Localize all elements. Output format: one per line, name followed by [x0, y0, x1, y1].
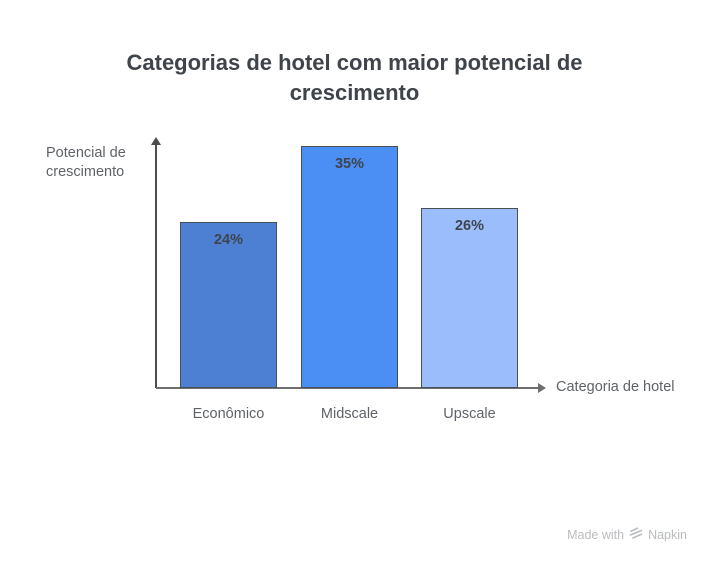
y-axis-label: Potencial de crescimento: [46, 145, 126, 180]
bar-economico: 24%: [180, 222, 277, 388]
x-axis-arrow-icon: [538, 383, 546, 393]
watermark: Made with Napkin: [567, 527, 687, 542]
bar-value-label: 24%: [213, 232, 244, 248]
watermark-brand: Napkin: [648, 527, 687, 542]
x-axis-line: [156, 387, 538, 389]
category-label: Upscale: [443, 406, 496, 422]
bar-value-label: 35%: [334, 156, 365, 172]
chart-title: Categorias de hotel com maior potencial …: [126, 50, 583, 105]
watermark-prefix: Made with: [567, 527, 625, 542]
x-axis-label: Categoria de hotel: [556, 379, 675, 395]
y-axis-arrow-icon: [151, 137, 161, 145]
category-label: Midscale: [320, 406, 379, 422]
napkin-logo-icon: [629, 527, 643, 542]
bar-upscale: 26%: [421, 208, 518, 388]
y-axis-line: [155, 145, 157, 388]
bar-midscale: 35%: [301, 146, 398, 388]
bar-value-label: 26%: [454, 218, 485, 234]
category-label: Econômico: [192, 406, 265, 422]
